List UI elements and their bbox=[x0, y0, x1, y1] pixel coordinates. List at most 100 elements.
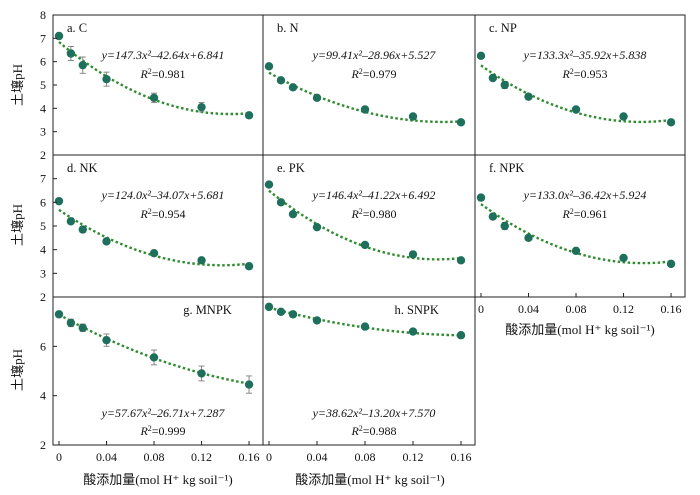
data-point bbox=[276, 198, 286, 207]
data-point bbox=[524, 92, 533, 101]
x-tick-label: 0.08 bbox=[566, 302, 587, 316]
data-point bbox=[54, 31, 64, 41]
data-point bbox=[476, 193, 486, 202]
data-point bbox=[488, 212, 498, 221]
fit-curve bbox=[268, 71, 462, 124]
data-point bbox=[102, 237, 111, 246]
y-tick-label: 6 bbox=[40, 55, 46, 69]
x-tick-label: 0 bbox=[56, 450, 62, 464]
r-squared: R2=0.980 bbox=[350, 207, 396, 221]
data-point bbox=[149, 353, 159, 362]
panel-label: h. SNPK bbox=[394, 303, 438, 317]
data-point bbox=[456, 331, 466, 340]
data-point bbox=[264, 180, 274, 189]
x-axis-title: 酸添加量(mol H⁺ kg soil⁻¹) bbox=[295, 472, 444, 487]
r-squared: R2=0.988 bbox=[350, 424, 396, 438]
data-point bbox=[197, 102, 206, 112]
data-point bbox=[149, 93, 159, 103]
y-tick-label: 2 bbox=[40, 148, 46, 162]
panel-6: R2=0.999 bbox=[52, 296, 264, 446]
data-point bbox=[149, 249, 159, 258]
x-tick-label: 0.04 bbox=[518, 302, 539, 316]
data-point bbox=[360, 322, 370, 331]
data-point bbox=[360, 105, 370, 114]
panel-label: g. MNPK bbox=[183, 303, 232, 317]
panel-1: R2=0.979 bbox=[262, 14, 476, 156]
data-point bbox=[571, 246, 581, 256]
r-squared: R2=0.999 bbox=[139, 424, 185, 438]
panel-2: R2=0.953 bbox=[474, 14, 686, 156]
data-point bbox=[312, 316, 322, 325]
data-point bbox=[102, 74, 111, 84]
data-point bbox=[524, 233, 533, 243]
panel-label: f. NPK bbox=[489, 161, 524, 175]
fit-curve bbox=[268, 306, 461, 337]
x-axis-title: 酸添加量(mol H⁺ kg soil⁻¹) bbox=[83, 472, 232, 487]
panel-label: c. NP bbox=[489, 21, 517, 35]
data-point bbox=[571, 105, 581, 114]
data-point bbox=[360, 240, 370, 250]
y-tick-label: 5 bbox=[40, 78, 46, 92]
panel-7: R2=0.988 bbox=[262, 296, 476, 446]
x-tick-label: 0.04 bbox=[307, 450, 328, 464]
panel-frame bbox=[52, 14, 264, 156]
data-point bbox=[244, 111, 254, 120]
y-tick-label: 2 bbox=[40, 290, 46, 304]
panel-frame bbox=[262, 154, 476, 298]
data-point bbox=[408, 112, 418, 121]
data-point bbox=[666, 259, 676, 269]
y-tick-label: 3 bbox=[40, 125, 46, 139]
y-axis-title: 土壤pH bbox=[10, 204, 25, 246]
panel-4: R2=0.980 bbox=[262, 154, 476, 298]
data-point bbox=[500, 80, 509, 90]
y-tick-label: 3 bbox=[40, 266, 46, 280]
panel-5: R2=0.961 bbox=[474, 154, 686, 298]
data-point bbox=[408, 250, 418, 259]
y-tick-label: 6 bbox=[40, 195, 46, 209]
panel-3: R2=0.954 bbox=[52, 154, 264, 298]
fit-equation: y=133.3x²–35.92x+5.838 bbox=[523, 48, 647, 62]
data-point bbox=[54, 310, 64, 319]
data-point bbox=[264, 302, 274, 312]
data-point bbox=[54, 196, 64, 206]
data-point bbox=[102, 335, 111, 345]
data-point bbox=[312, 93, 322, 103]
y-tick-label: 7 bbox=[40, 172, 46, 186]
data-point bbox=[78, 225, 87, 234]
x-tick-label: 0 bbox=[478, 302, 484, 316]
fit-curve bbox=[58, 313, 250, 385]
fit-equation: y=146.4x²–41.22x+6.492 bbox=[312, 188, 436, 202]
data-point bbox=[476, 51, 486, 61]
x-tick-label: 0.12 bbox=[613, 302, 634, 316]
data-point bbox=[197, 256, 206, 265]
x-tick-label: 0.04 bbox=[96, 450, 117, 464]
data-point bbox=[66, 318, 76, 328]
data-point bbox=[264, 62, 274, 71]
data-point bbox=[66, 217, 76, 226]
panel-frame bbox=[474, 154, 686, 298]
data-point bbox=[666, 118, 676, 127]
fit-equation: y=133.0x²–36.42x+5.924 bbox=[523, 188, 647, 202]
panel-label: a. C bbox=[67, 21, 87, 35]
x-tick-label: 0.08 bbox=[144, 450, 165, 464]
y-tick-label: 8 bbox=[40, 8, 46, 22]
data-point bbox=[619, 253, 628, 263]
data-point bbox=[78, 60, 87, 70]
data-point bbox=[456, 256, 466, 265]
data-point bbox=[66, 49, 76, 58]
data-point bbox=[197, 369, 206, 378]
fit-equation: y=147.3x²–42.64x+6.841 bbox=[101, 48, 225, 62]
y-tick-label: 4 bbox=[40, 389, 46, 403]
y-axis-title: 土壤pH bbox=[10, 349, 25, 391]
r-squared: R2=0.979 bbox=[350, 67, 396, 81]
r-squared: R2=0.954 bbox=[139, 207, 185, 221]
data-point bbox=[408, 327, 418, 336]
x-tick-label: 0.16 bbox=[661, 302, 682, 316]
data-point bbox=[288, 310, 298, 319]
r-squared: R2=0.961 bbox=[561, 207, 607, 221]
y-tick-label: 5 bbox=[40, 219, 46, 233]
panel-0: R2=0.981 bbox=[52, 14, 264, 156]
data-point bbox=[276, 307, 286, 316]
data-point bbox=[244, 380, 254, 389]
r-squared: R2=0.981 bbox=[139, 67, 185, 81]
